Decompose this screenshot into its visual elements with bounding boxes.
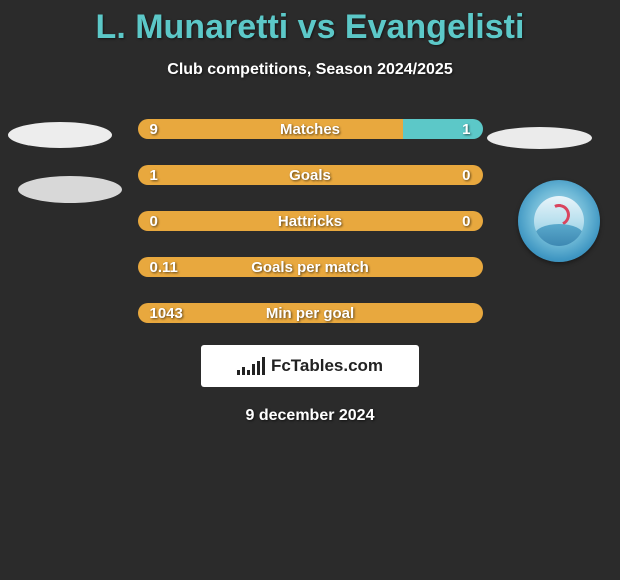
stats-container: 9 Matches 1 1 Goals 0 0 Hattricks 0 0.11 Goals per… (138, 119, 483, 323)
stat-label: Goals (289, 167, 331, 184)
stat-row: 0 Hattricks 0 (138, 211, 483, 231)
bars-icon-bar (252, 364, 255, 375)
stat-label: Min per goal (266, 305, 354, 322)
stat-label: Hattricks (278, 213, 342, 230)
stat-label: Matches (280, 121, 340, 138)
player-right-placeholder (487, 127, 592, 149)
club-badge-inner (534, 196, 584, 246)
stat-value-right: 0 (462, 167, 470, 184)
branding-box[interactable]: FcTables.com (201, 345, 419, 387)
bars-icon-bar (242, 367, 245, 375)
player-left-placeholder-1 (8, 122, 112, 148)
stat-label: Goals per match (251, 259, 369, 276)
stat-value-left: 9 (150, 121, 158, 138)
stat-value-left: 1 (150, 167, 158, 184)
stat-value-left: 1043 (150, 305, 183, 322)
player-left-placeholder-2 (18, 176, 122, 203)
branding-text: FcTables.com (271, 356, 383, 376)
bars-icon (237, 357, 265, 375)
bars-icon-bar (247, 370, 250, 375)
page-subtitle: Club competitions, Season 2024/2025 (0, 61, 620, 79)
stat-row: 1 Goals 0 (138, 165, 483, 185)
stat-value-left: 0 (150, 213, 158, 230)
page-title: L. Munaretti vs Evangelisti (0, 0, 620, 47)
date-label: 9 december 2024 (0, 407, 620, 425)
bars-icon-bar (257, 361, 260, 375)
stat-fill-left (138, 119, 404, 139)
bars-icon-bar (262, 357, 265, 375)
stat-value-left: 0.11 (150, 259, 178, 276)
stat-row: 9 Matches 1 (138, 119, 483, 139)
bars-icon-bar (237, 370, 240, 375)
stat-value-right: 0 (462, 213, 470, 230)
club-badge-wave (534, 224, 584, 246)
stat-row: 0.11 Goals per match (138, 257, 483, 277)
club-badge-right (518, 180, 600, 262)
stat-value-right: 1 (462, 121, 470, 138)
stat-row: 1043 Min per goal (138, 303, 483, 323)
